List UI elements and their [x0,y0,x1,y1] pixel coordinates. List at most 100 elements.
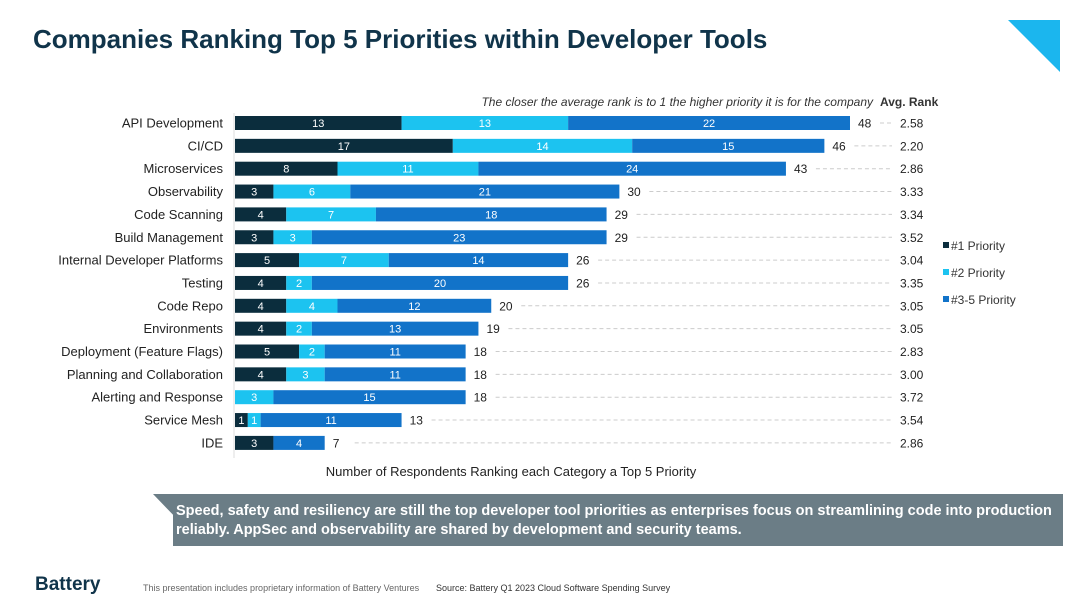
bar-segment [388,253,569,268]
category-label: Planning and Collaboration [67,367,223,382]
total-label: 20 [499,299,513,313]
segment-label: 8 [283,164,289,176]
segment-label: 3 [251,392,257,404]
total-label: 18 [474,368,488,382]
bar-segment [337,161,479,176]
bar-segment [235,184,274,199]
legend-swatch [943,296,949,302]
segment-label: 11 [325,415,336,427]
total-label: 7 [333,436,340,450]
footer-note: This presentation includes proprietary i… [143,583,420,593]
category-label: CI/CD [188,138,223,153]
segment-label: 4 [258,209,264,221]
total-label: 19 [486,322,500,336]
category-label: Alerting and Response [91,390,223,405]
segment-label: 24 [626,164,638,176]
bar-segment [235,435,274,450]
bar-segment [235,230,274,245]
category-label: Build Management [115,230,224,245]
legend-label: #1 Priority [951,239,1005,253]
category-label: Deployment (Feature Flags) [61,344,223,359]
legend-label: #2 Priority [951,266,1005,280]
total-label: 26 [576,276,590,290]
avg-rank-header: Avg. Rank [880,95,939,109]
bar-segment [235,367,287,382]
segment-label: 11 [389,347,400,359]
bar-segment [273,184,351,199]
bar-segment [235,413,248,428]
bar-segment [286,298,338,313]
bar-segment [260,413,402,428]
segment-label: 1 [251,415,257,427]
page-title: Companies Ranking Top 5 Priorities withi… [33,24,768,54]
segment-label: 23 [453,232,465,244]
total-label: 13 [410,414,424,428]
segment-label: 13 [312,118,324,130]
category-label: Observability [148,184,224,199]
total-label: 29 [615,231,629,245]
total-label: 43 [794,162,808,176]
avg-rank-value: 3.05 [900,322,924,336]
total-label: 29 [615,208,629,222]
bar-segment [235,344,300,359]
total-label: 26 [576,254,590,268]
legend-swatch [943,242,949,248]
avg-rank-value: 3.35 [900,276,924,290]
segment-label: 14 [536,141,548,153]
category-label: Service Mesh [144,413,223,428]
bar-segment [452,138,633,153]
segment-label: 14 [472,255,484,267]
chart-subtitle: The closer the average rank is to 1 the … [481,95,874,109]
total-label: 30 [627,185,641,199]
segment-label: 13 [389,324,401,336]
bar-segment [235,116,402,130]
segment-label: 1 [238,415,244,427]
bar-segment [350,184,620,199]
segment-label: 4 [296,438,302,450]
bar-segment [311,321,479,336]
total-label: 18 [474,391,488,405]
segment-label: 3 [251,438,257,450]
bar-segment [337,298,492,313]
bar-segment [299,344,325,359]
avg-rank-value: 2.83 [900,345,924,359]
category-label: Testing [182,275,223,290]
bar-segment [235,298,287,313]
bar-segment [632,138,825,153]
segment-label: 13 [479,118,491,130]
avg-rank-value: 3.33 [900,185,924,199]
segment-label: 11 [402,164,413,176]
category-label: API Development [122,116,224,131]
segment-label: 11 [389,369,400,381]
avg-rank-value: 3.05 [900,299,924,313]
segment-label: 2 [296,278,302,290]
bar-segment [375,207,607,222]
category-label: Microservices [144,161,224,176]
bar-segment [311,275,569,290]
segment-label: 2 [309,347,315,359]
bar-segment [478,161,786,176]
bar-segment [286,275,312,290]
bar-segment [299,253,389,268]
segment-label: 17 [338,141,350,153]
segment-label: 7 [328,209,334,221]
avg-rank-value: 3.52 [900,231,924,245]
bar-segment [247,413,261,428]
avg-rank-value: 3.00 [900,368,924,382]
avg-rank-value: 2.58 [900,117,924,131]
segment-label: 21 [479,187,491,199]
banner-text: Speed, safety and resiliency are still t… [176,503,1052,538]
segment-label: 15 [722,141,734,153]
stacked-bar-chart: The closer the average rank is to 1 the … [58,95,1015,479]
total-label: 18 [474,345,488,359]
total-label: 46 [832,139,846,153]
bar-segment [568,116,850,130]
bar-segment [311,230,607,245]
avg-rank-value: 2.86 [900,162,924,176]
bar-segment [286,321,312,336]
segment-label: 3 [251,187,257,199]
avg-rank-value: 3.04 [900,254,924,268]
segment-label: 4 [258,324,264,336]
category-label: Internal Developer Platforms [58,253,223,268]
total-label: 48 [858,117,872,131]
